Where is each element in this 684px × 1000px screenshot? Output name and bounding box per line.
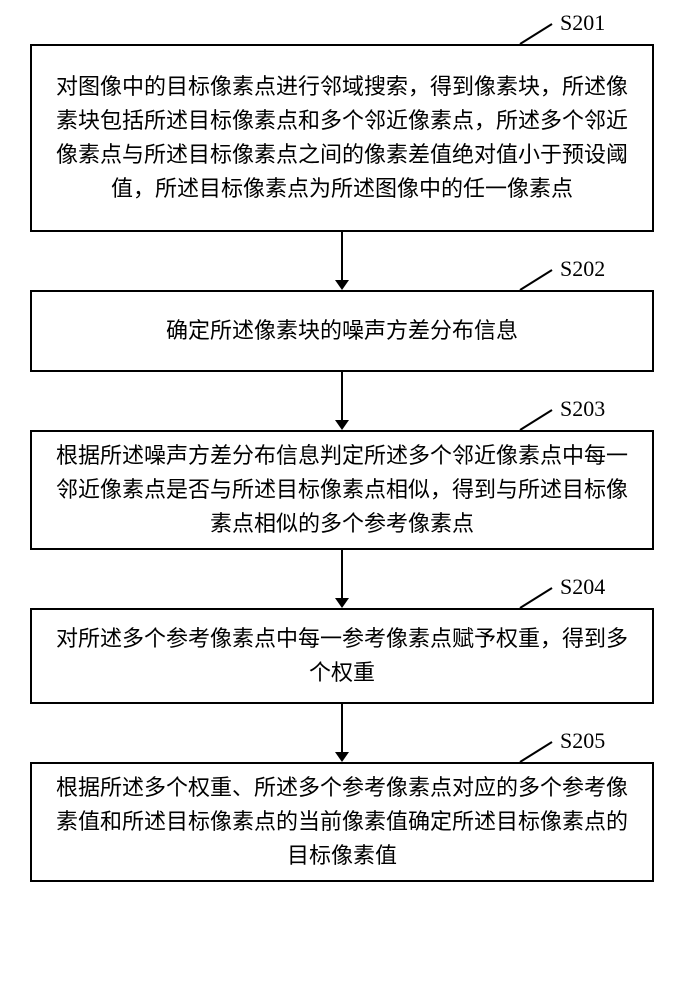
flowchart-canvas: 对图像中的目标像素点进行邻域搜索，得到像素块，所述像素块包括所述目标像素点和多个… bbox=[0, 0, 684, 1000]
arrow-s204-s205 bbox=[0, 0, 684, 1000]
